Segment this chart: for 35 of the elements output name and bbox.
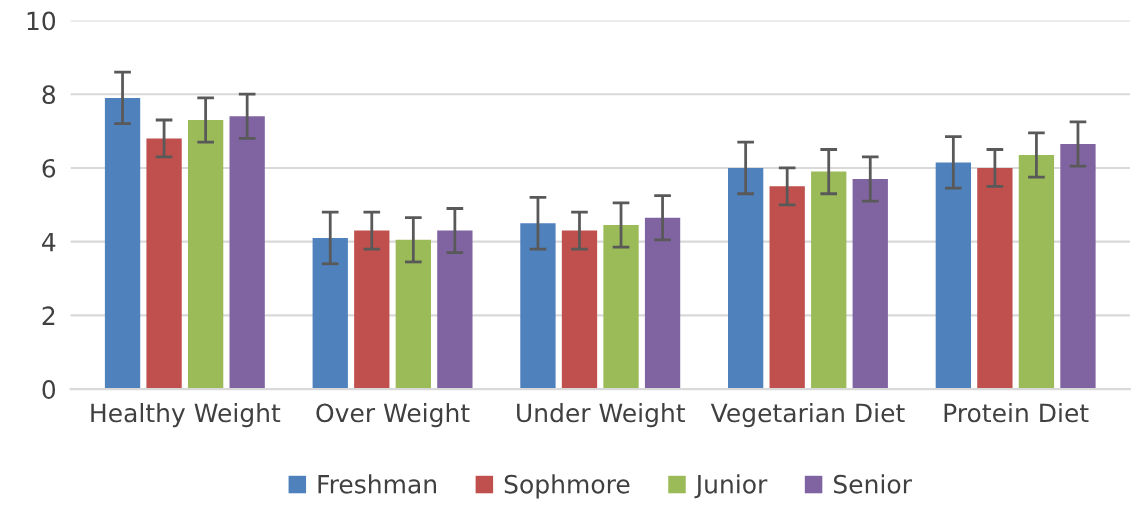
x-tick-label: Under Weight — [517, 403, 686, 428]
bar — [104, 97, 141, 390]
x-tick-label: Protein Diet — [944, 403, 1089, 423]
bar — [769, 186, 805, 390]
y-tick-label: 0 — [42, 380, 56, 399]
x-tick-label: Vegetarian Diet — [710, 403, 905, 428]
bar — [395, 239, 431, 390]
legend-label: Junior — [694, 474, 768, 499]
bar — [520, 223, 556, 390]
bar — [229, 116, 265, 390]
bar — [1060, 143, 1096, 390]
bar — [727, 167, 764, 390]
bar — [644, 217, 681, 390]
bar — [561, 230, 598, 390]
bar — [354, 230, 390, 390]
bar — [1018, 155, 1055, 390]
bar — [437, 230, 473, 390]
y-tick-label: 2 — [42, 306, 55, 325]
y-tick-label: 10 — [27, 11, 56, 31]
x-tick-label: Healthy Weight — [91, 403, 281, 428]
bar — [852, 179, 888, 390]
legend-label: Senior — [833, 474, 912, 494]
legend-label: Freshman — [318, 474, 436, 494]
y-tick-label: 4 — [42, 232, 56, 252]
bar — [811, 171, 847, 390]
legend-label: Sophmore — [504, 474, 630, 499]
bar — [312, 237, 348, 390]
x-tick-label: Over Weight — [316, 403, 470, 428]
y-tick-label: 6 — [42, 158, 56, 178]
bar — [603, 225, 639, 390]
bar — [187, 120, 224, 390]
bar — [977, 167, 1013, 390]
bar — [146, 138, 182, 390]
bar — [935, 162, 971, 390]
y-tick-label: 8 — [42, 85, 56, 105]
